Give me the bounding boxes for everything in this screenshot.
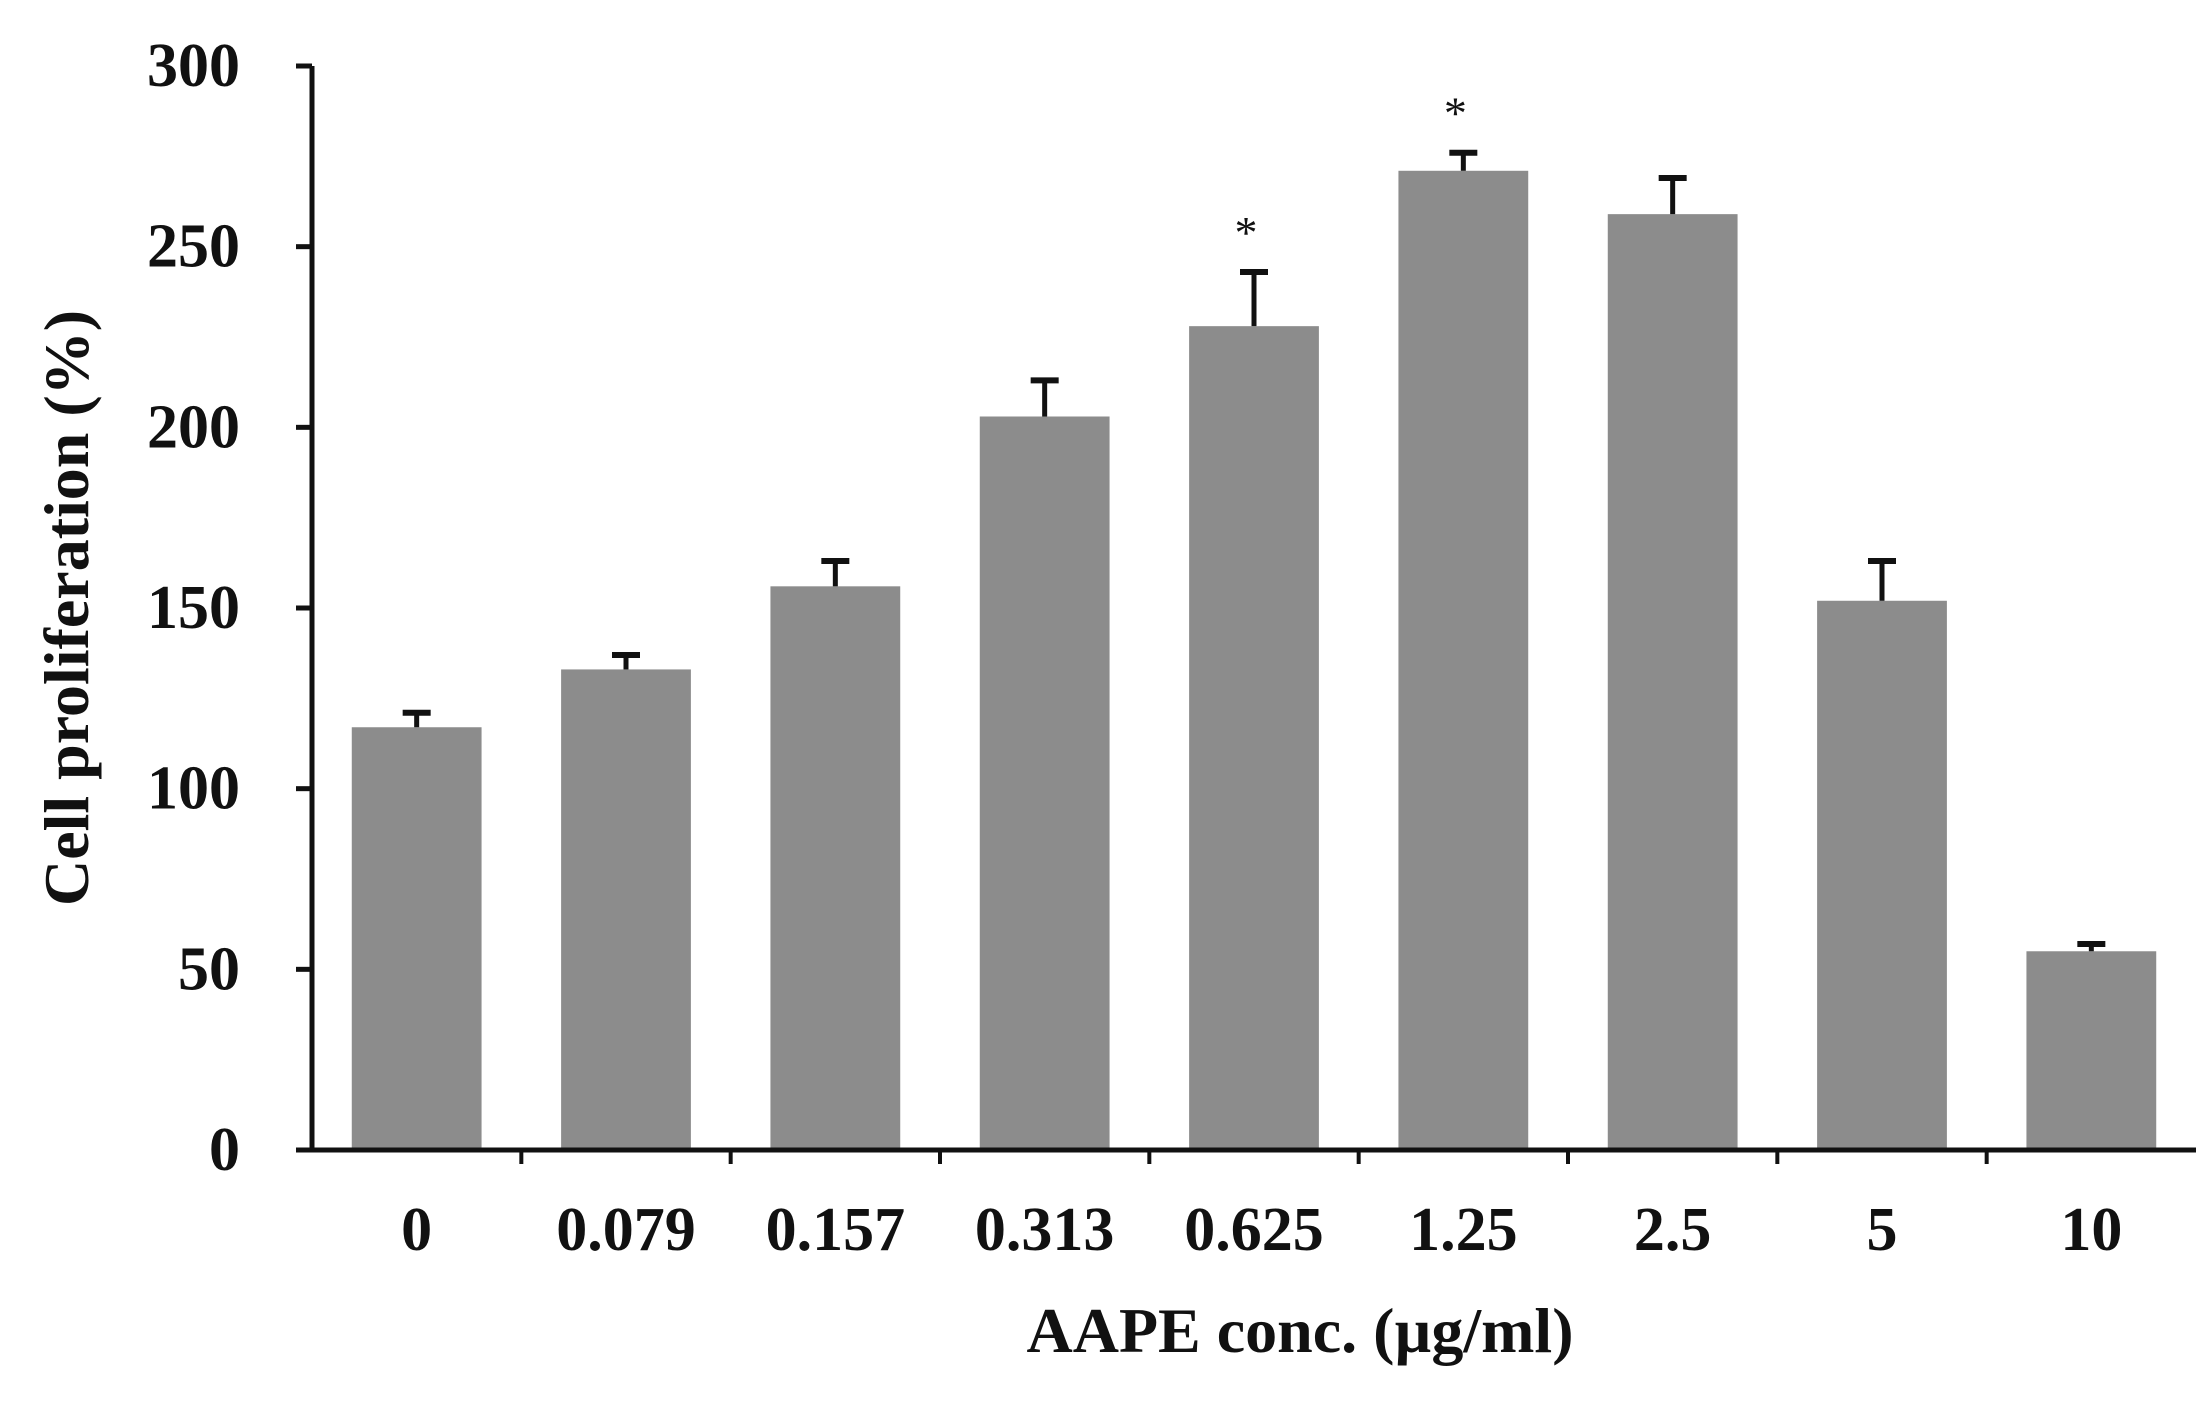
y-tick-label: 0	[209, 1116, 240, 1184]
x-tick-label: 5	[1867, 1196, 1898, 1264]
bar	[2026, 951, 2157, 1150]
x-tick-label: 0.625	[1184, 1196, 1324, 1264]
significance-marker: *	[1444, 88, 1467, 139]
x-ticks-group: 0 0.079 0.157 0.313 0.625 1.25 2.5 5 10	[401, 1150, 2122, 1264]
y-tick-label: 250	[147, 213, 240, 281]
y-tick-label: 150	[147, 574, 240, 642]
error-bars-group	[402, 149, 2106, 952]
bar	[979, 416, 1110, 1150]
y-tick-label: 300	[147, 32, 240, 100]
x-axis-title: AAPE conc. (µg/ml)	[1027, 1295, 1574, 1366]
x-tick-label: 0	[401, 1196, 432, 1264]
x-tick-label: 2.5	[1634, 1196, 1712, 1264]
significance-group: **	[1235, 88, 1467, 258]
bar	[1607, 214, 1738, 1150]
y-tick-label: 200	[147, 393, 240, 461]
y-tick-label: 50	[178, 935, 240, 1003]
bar	[1398, 170, 1529, 1150]
x-tick-label: 10	[2060, 1196, 2122, 1264]
x-tick-label: 1.25	[1409, 1196, 1518, 1264]
y-tick-label: 100	[147, 755, 240, 823]
significance-marker: *	[1235, 207, 1258, 258]
bar	[1189, 326, 1319, 1150]
y-axis-title: Cell proliferation (%)	[31, 310, 102, 906]
bar	[561, 669, 691, 1150]
x-tick-label: 0.313	[975, 1196, 1115, 1264]
bar	[770, 586, 901, 1150]
bars-group	[351, 170, 2157, 1150]
x-tick-label: 0.079	[556, 1196, 696, 1264]
x-tick-label: 0.157	[766, 1196, 906, 1264]
bar	[1817, 600, 1947, 1150]
y-ticks-group: 0 50 100 150 200 250 300	[147, 32, 312, 1184]
bar	[351, 727, 482, 1150]
